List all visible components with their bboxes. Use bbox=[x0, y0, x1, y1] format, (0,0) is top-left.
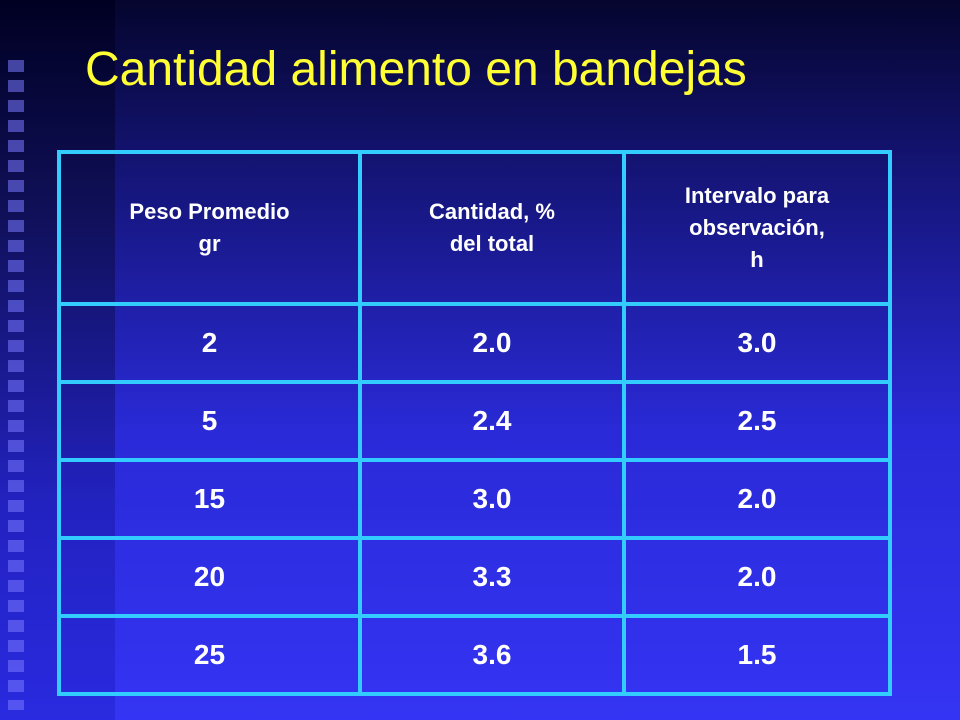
header-line: del total bbox=[449, 231, 535, 256]
table-cell: 1.5 bbox=[622, 614, 892, 696]
table-cell: 2 bbox=[57, 302, 362, 384]
header-row: Peso Promedio gr Cantidad, % del total Inter… bbox=[57, 150, 892, 306]
table-cell: 3.3 bbox=[358, 536, 626, 618]
header-line: h bbox=[750, 246, 764, 272]
header-line: Intervalo para bbox=[684, 183, 830, 209]
header-line: observación, bbox=[689, 215, 825, 241]
table-cell: 5 bbox=[57, 380, 362, 462]
table-cell: 2.5 bbox=[622, 380, 892, 462]
table-row: 20 3.3 2.0 bbox=[57, 536, 892, 618]
header-line: Peso Promedio bbox=[129, 199, 290, 225]
table-cell: 2.4 bbox=[358, 380, 626, 462]
slide-title: Cantidad alimento en bandejas bbox=[85, 43, 747, 96]
table-cell: 15 bbox=[57, 458, 362, 540]
table-row: 2 2.0 3.0 bbox=[57, 302, 892, 384]
table-cell: 2.0 bbox=[358, 302, 626, 384]
table-cell: 2.0 bbox=[622, 458, 892, 540]
square-pattern bbox=[8, 60, 24, 710]
header-line: gr bbox=[198, 231, 221, 256]
header-cell: Intervalo para observación, h bbox=[622, 150, 892, 306]
table-row: 5 2.4 2.5 bbox=[57, 380, 892, 462]
table-cell: 2.0 bbox=[622, 536, 892, 618]
data-table: Peso Promedio gr Cantidad, % del total Inter… bbox=[57, 150, 892, 696]
header-cell: Cantidad, % del total bbox=[358, 150, 626, 306]
table-cell: 20 bbox=[57, 536, 362, 618]
table-cell: 25 bbox=[57, 614, 362, 696]
table-cell: 3.6 bbox=[358, 614, 626, 696]
header-cell: Peso Promedio gr bbox=[57, 150, 362, 306]
table-row: 15 3.0 2.0 bbox=[57, 458, 892, 540]
table-cell: 3.0 bbox=[622, 302, 892, 384]
table-cell: 3.0 bbox=[358, 458, 626, 540]
table-row: 25 3.6 1.5 bbox=[57, 614, 892, 696]
header-line: Cantidad, % bbox=[429, 199, 555, 225]
